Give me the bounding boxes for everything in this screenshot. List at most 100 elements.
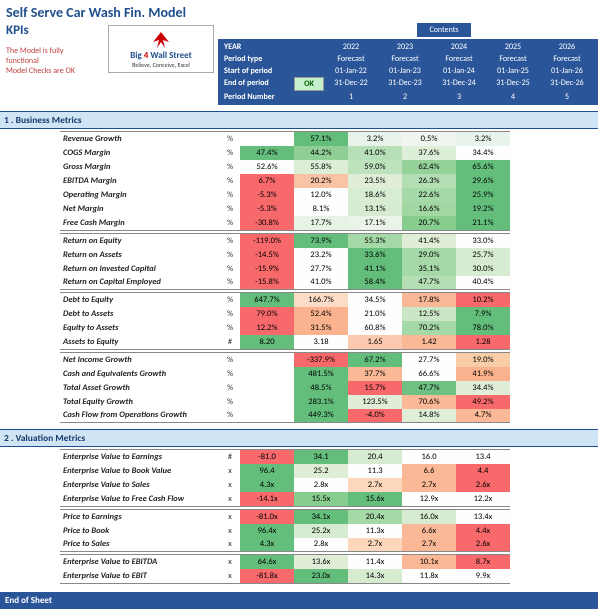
metric-value: 58.4% bbox=[348, 276, 402, 290]
metric-unit: % bbox=[220, 248, 240, 262]
metric-label: Operating Margin bbox=[60, 188, 220, 202]
metric-value: 10.1x bbox=[402, 555, 456, 569]
metric-value: 20.4 bbox=[348, 450, 402, 464]
metric-value: 11.3 bbox=[348, 464, 402, 478]
metric-unit: % bbox=[220, 367, 240, 381]
metric-value: 4.3x bbox=[240, 478, 294, 492]
metric-unit: % bbox=[220, 146, 240, 160]
table-row: Return on Invested Capital%-15.9%27.7%41… bbox=[60, 262, 510, 276]
metric-value: 96.4x bbox=[240, 524, 294, 538]
metrics-table: Net Income Growth%-337.9%67.2%27.7%19.0%… bbox=[60, 352, 510, 424]
metric-unit: x bbox=[220, 555, 240, 569]
metric-label: Equity to Assets bbox=[60, 321, 220, 335]
section-bar: 2 . Valuation Metrics bbox=[0, 429, 598, 447]
metric-value: 13.4x bbox=[456, 510, 510, 524]
metric-value: 14.8% bbox=[402, 409, 456, 423]
metric-value: 123.5% bbox=[348, 395, 402, 409]
metric-value: 449.3% bbox=[294, 409, 348, 423]
metric-value: 283.1% bbox=[294, 395, 348, 409]
year-row-label: Start of period bbox=[222, 65, 294, 77]
metric-value: 41.9% bbox=[456, 367, 510, 381]
metric-value: -15.8% bbox=[240, 276, 294, 290]
metric-value: 4.4x bbox=[456, 524, 510, 538]
metric-value: 16.0 bbox=[402, 450, 456, 464]
metric-value: 4.4 bbox=[456, 464, 510, 478]
metric-value: 44.2% bbox=[294, 146, 348, 160]
metric-value: 647.7% bbox=[240, 293, 294, 307]
metric-value: 6.7% bbox=[240, 174, 294, 188]
metric-value: 20.2% bbox=[294, 174, 348, 188]
metric-label: EBITDA Margin bbox=[60, 174, 220, 188]
metric-unit: x bbox=[220, 492, 240, 506]
metric-value: 11.4x bbox=[348, 555, 402, 569]
metric-value bbox=[240, 132, 294, 146]
metric-value: 13.1% bbox=[348, 202, 402, 216]
metrics-table: Enterprise Value to Earnings#-81.034.120… bbox=[60, 449, 510, 507]
ok-badge: OK bbox=[294, 77, 324, 91]
table-row: Enterprise Value to Free Cash Flowx-14.1… bbox=[60, 492, 510, 506]
metric-value: 59.0% bbox=[348, 160, 402, 174]
metric-label: Return on Equity bbox=[60, 234, 220, 248]
metric-unit: % bbox=[220, 160, 240, 174]
table-row: Debt to Equity%647.7%166.7%34.5%17.8%10.… bbox=[60, 293, 510, 307]
metric-value: 48.5% bbox=[294, 381, 348, 395]
year-cell: 01-Jan-24 bbox=[432, 65, 486, 77]
metric-label: Debt to Assets bbox=[60, 307, 220, 321]
metric-unit: % bbox=[220, 409, 240, 423]
metric-label: Price to Sales bbox=[60, 538, 220, 552]
year-row-label: Period Number bbox=[222, 91, 294, 103]
year-cell: 5 bbox=[540, 91, 594, 103]
contents-button[interactable]: Contents bbox=[417, 23, 471, 37]
metric-value: 9.9x bbox=[456, 569, 510, 583]
logo-text: Big 4 Wall Street bbox=[130, 50, 191, 61]
metric-value: 13.6x bbox=[294, 555, 348, 569]
metric-value: 12.2x bbox=[456, 492, 510, 506]
metric-value: 12.5% bbox=[402, 307, 456, 321]
metric-value: 49.2% bbox=[456, 395, 510, 409]
logo-sub: Believe, Conceive, Excel bbox=[132, 61, 190, 69]
year-cell: 31-Dec-22 bbox=[324, 77, 378, 91]
metric-value: 25.9% bbox=[456, 188, 510, 202]
table-row: Enterprise Value to EBITx-81.8x23.0x14.3… bbox=[60, 569, 510, 583]
metric-value: 35.1% bbox=[402, 262, 456, 276]
metric-unit: % bbox=[220, 202, 240, 216]
year-cell: 4 bbox=[486, 91, 540, 103]
metric-value: 1.42 bbox=[402, 335, 456, 349]
table-row: Enterprise Value to EBITDAx64.6x13.6x11.… bbox=[60, 555, 510, 569]
metric-value: 6.6 bbox=[402, 464, 456, 478]
metric-unit: % bbox=[220, 307, 240, 321]
table-row: Return on Equity%-119.0%73.9%55.3%41.4%3… bbox=[60, 234, 510, 248]
year-row-label: Period type bbox=[222, 53, 294, 65]
metric-value: 11.3x bbox=[348, 524, 402, 538]
metric-value: 29.0% bbox=[402, 248, 456, 262]
metric-value: 34.1x bbox=[294, 510, 348, 524]
metric-value: -5.3% bbox=[240, 202, 294, 216]
table-row: Enterprise Value to Earnings#-81.034.120… bbox=[60, 450, 510, 464]
year-cell: Forecast bbox=[432, 53, 486, 65]
metric-value: 18.6% bbox=[348, 188, 402, 202]
metric-value: 21.1% bbox=[456, 216, 510, 230]
metric-value: 66.6% bbox=[402, 367, 456, 381]
metric-value: 10.2% bbox=[456, 293, 510, 307]
metric-value: 20.4x bbox=[348, 510, 402, 524]
metric-value: 2.8x bbox=[294, 478, 348, 492]
metric-value: 78.0% bbox=[456, 321, 510, 335]
metric-value: 47.4% bbox=[240, 146, 294, 160]
metric-value: 41.0% bbox=[348, 146, 402, 160]
metric-value: 64.6x bbox=[240, 555, 294, 569]
metric-label: COGS Margin bbox=[60, 146, 220, 160]
metric-value: 2.7x bbox=[402, 538, 456, 552]
metric-value: 6.6x bbox=[402, 524, 456, 538]
model-note-2: Model Checks are OK bbox=[0, 66, 100, 76]
metric-value: 2.8x bbox=[294, 538, 348, 552]
table-row: Enterprise Value to Salesx4.3x2.8x2.7x2.… bbox=[60, 478, 510, 492]
metric-label: Enterprise Value to Book Value bbox=[60, 464, 220, 478]
year-cell: Forecast bbox=[378, 53, 432, 65]
table-row: Gross Margin%52.6%55.8%59.0%62.4%65.6% bbox=[60, 160, 510, 174]
table-row: Net Margin%-5.3%8.1%13.1%16.6%19.2% bbox=[60, 202, 510, 216]
table-row: Debt to Assets%79.0%52.4%21.0%12.5%7.9% bbox=[60, 307, 510, 321]
metric-label: Net Margin bbox=[60, 202, 220, 216]
metric-value: 37.6% bbox=[402, 146, 456, 160]
metric-value: -81.0 bbox=[240, 450, 294, 464]
metric-label: Cash Flow from Operations Growth bbox=[60, 409, 220, 423]
